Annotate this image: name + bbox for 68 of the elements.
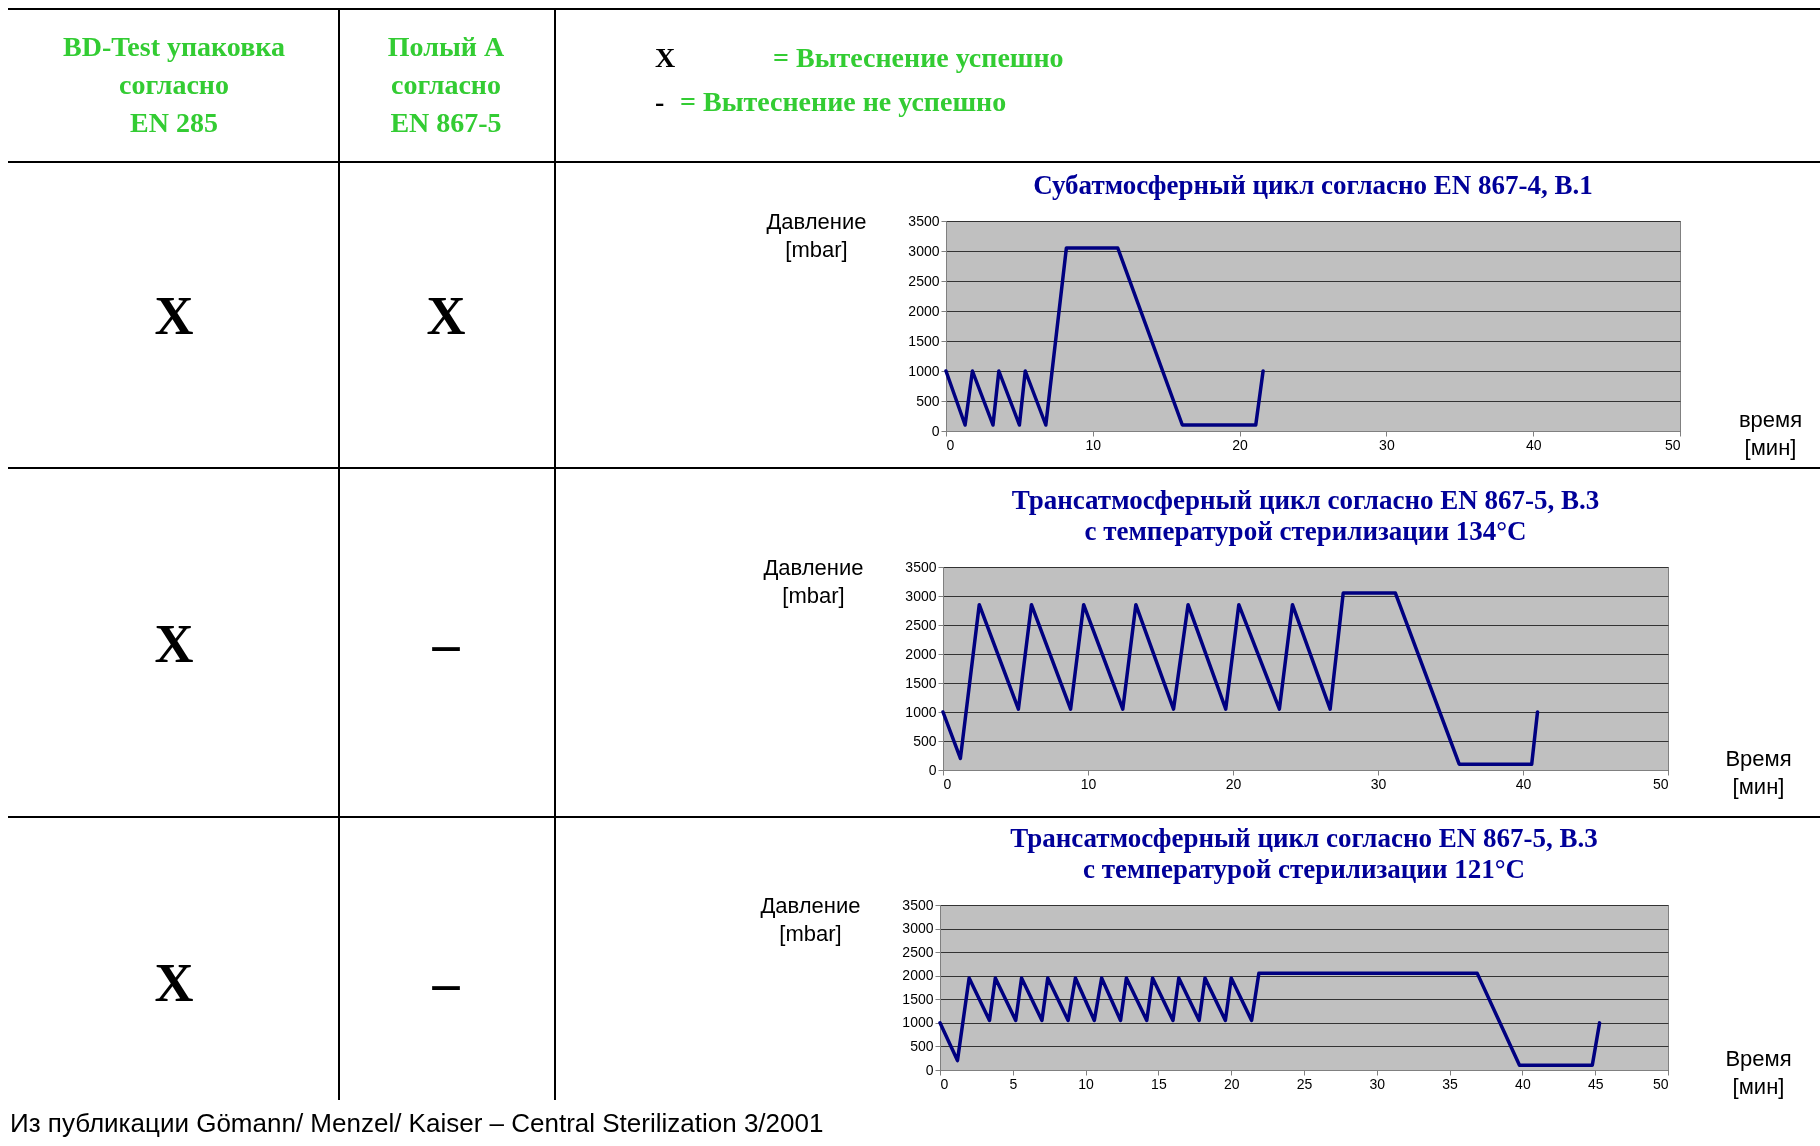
text: X: [154, 613, 194, 675]
text: - = Вытеснение не успешно: [655, 86, 1007, 118]
y-tick-label: 3500: [902, 896, 934, 913]
text: Из публикации Gömann/ Menzel/ Kaiser – Central Sterilization 3/2001: [10, 1108, 824, 1139]
x-tick-label: 10: [1078, 1075, 1095, 1092]
x-tick-label: 50: [1664, 436, 1681, 453]
x-tick-label: 40: [1525, 436, 1542, 453]
text: –: [432, 952, 460, 1014]
x-axis-title: Время [мин]: [1725, 745, 1792, 799]
x-tick-label: 5: [1009, 1075, 1018, 1092]
y-tick-label: 1500: [908, 332, 940, 349]
y-tick-label: 1000: [905, 703, 937, 720]
x-tick-label: 35: [1442, 1075, 1459, 1092]
y-tick-label: 0: [928, 761, 937, 778]
chart-title: Трансатмосферный цикл согласно EN 867-5, B.3: [1010, 823, 1598, 853]
y-tick-label: 1000: [902, 1014, 934, 1031]
text: BD-Test упаковка согласно EN 285: [62, 30, 286, 140]
text: X: [154, 952, 194, 1014]
y-tick-label: 500: [910, 1037, 934, 1054]
y-tick-label: 500: [913, 732, 937, 749]
x-tick-label: 45: [1587, 1075, 1604, 1092]
y-tick-label: 3500: [908, 212, 940, 229]
text: X: [426, 285, 466, 347]
y-tick-label: 3000: [905, 587, 937, 604]
y-tick-label: 1500: [905, 674, 937, 691]
y-tick-label: 2000: [902, 967, 934, 984]
x-tick-label: 30: [1379, 436, 1395, 453]
y-axis-title: Давление [mbar]: [766, 208, 867, 262]
x-tick-label: 50: [1652, 1075, 1669, 1092]
x-tick-label: 20: [1223, 1075, 1240, 1092]
y-tick-label: 0: [931, 422, 940, 439]
text: –: [432, 613, 460, 675]
chart-subtitle: с температурой стерилизации 121°C: [1082, 854, 1526, 884]
text: X = Вытеснение успешно: [655, 42, 1064, 73]
x-tick-label: 0: [946, 436, 955, 453]
x-tick-label: 50: [1652, 775, 1669, 792]
y-tick-label: 3000: [902, 920, 934, 937]
x-tick-label: 10: [1080, 775, 1097, 792]
text: Полый A согласно EN 867-5: [387, 30, 505, 140]
y-tick-label: 3500: [905, 558, 937, 575]
chart-subtitle: с температурой стерилизации 134°C: [1084, 516, 1527, 546]
y-axis-title: Давление [mbar]: [760, 892, 861, 946]
x-tick-label: 40: [1515, 775, 1532, 792]
x-tick-label: 20: [1232, 436, 1249, 453]
y-tick-label: 3000: [908, 242, 940, 259]
x-tick-label: 0: [943, 775, 952, 792]
x-tick-label: 20: [1225, 775, 1242, 792]
x-tick-label: 40: [1515, 1075, 1531, 1092]
text: X: [154, 285, 194, 347]
y-tick-label: 1500: [902, 990, 934, 1007]
y-tick-label: 500: [916, 392, 940, 409]
x-axis-title: время [мин]: [1738, 406, 1803, 460]
y-tick-label: 2500: [902, 943, 934, 960]
x-tick-label: 15: [1151, 1075, 1167, 1092]
x-tick-label: 30: [1370, 775, 1387, 792]
y-tick-label: 2500: [905, 616, 937, 633]
y-tick-label: 2000: [905, 645, 937, 662]
y-tick-label: 2500: [908, 272, 940, 289]
chart-title: Трансатмосферный цикл согласно EN 867-5, B.3: [1011, 485, 1600, 515]
y-tick-label: 0: [925, 1061, 934, 1078]
x-tick-label: 10: [1085, 436, 1102, 453]
y-tick-label: 2000: [908, 302, 940, 319]
chart-title: Субатмосферный цикл согласно EN 867-4, B.1: [1033, 170, 1593, 200]
x-tick-label: 30: [1369, 1075, 1386, 1092]
x-axis-title: Время [мин]: [1725, 1045, 1792, 1099]
x-tick-label: 25: [1296, 1075, 1313, 1092]
y-axis-title: Давление [mbar]: [763, 554, 864, 608]
y-tick-label: 1000: [908, 362, 940, 379]
